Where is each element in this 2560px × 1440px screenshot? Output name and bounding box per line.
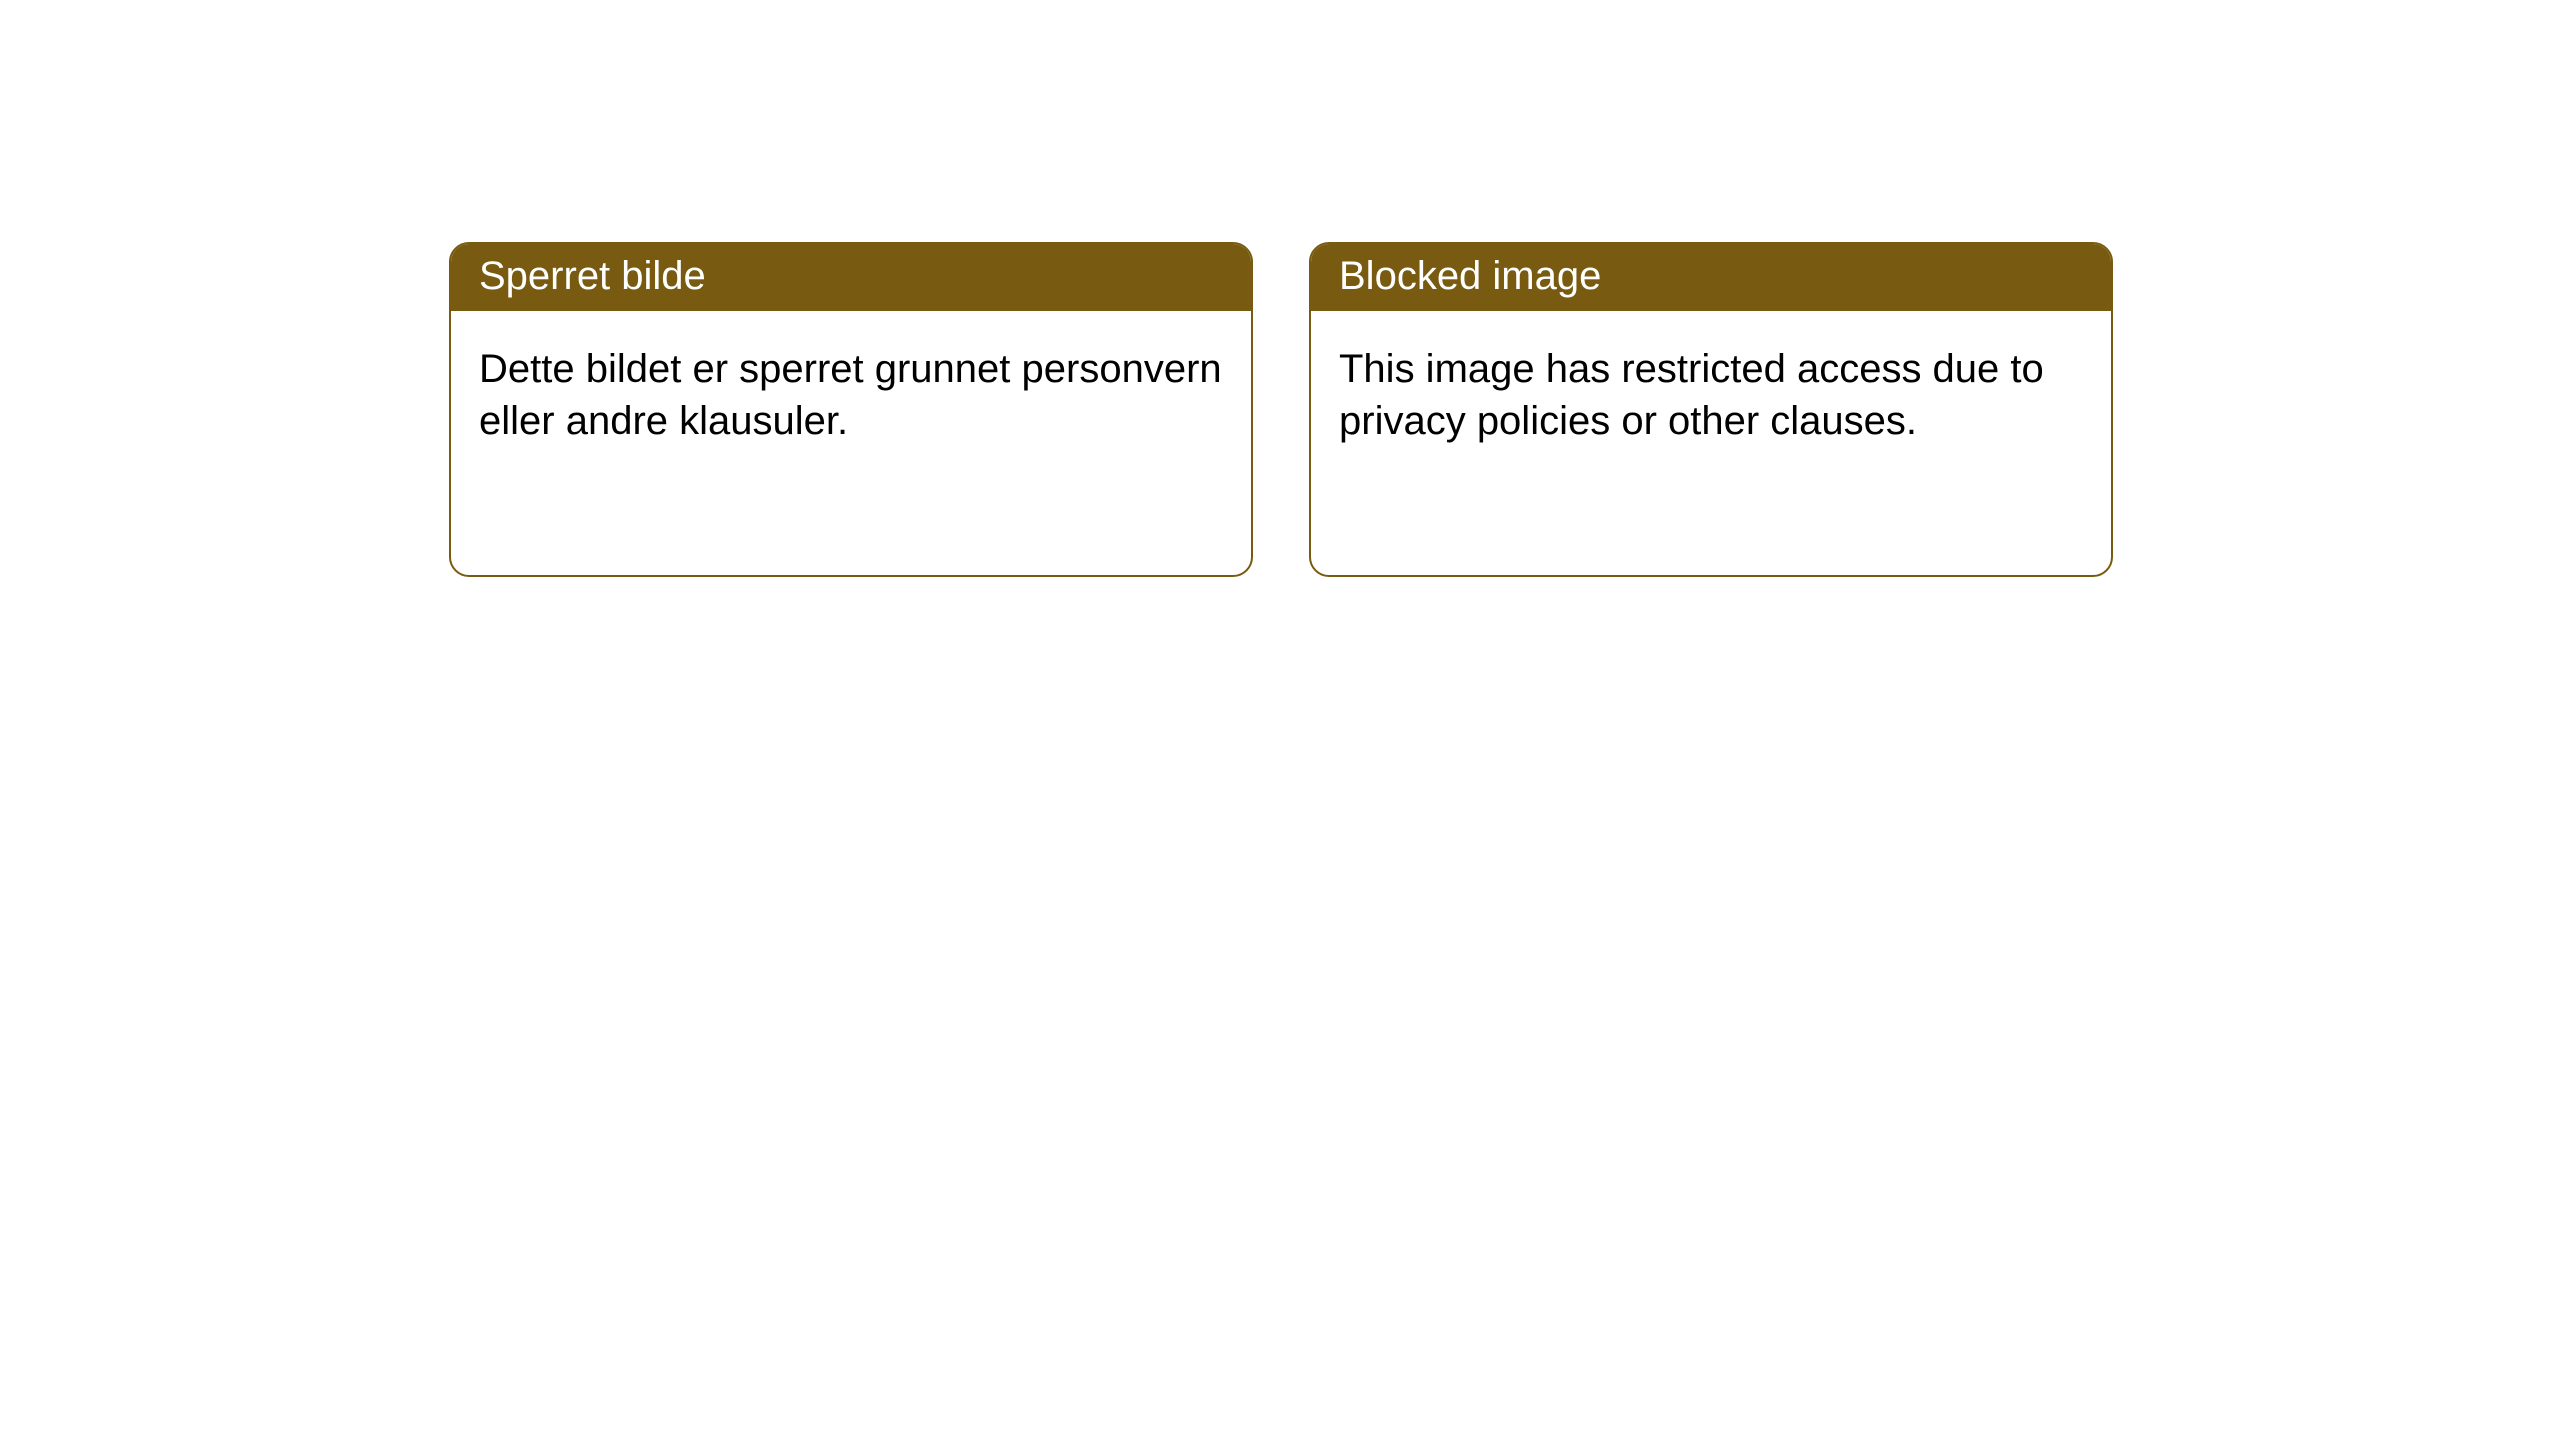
notice-body: Dette bildet er sperret grunnet personve… [451,311,1251,479]
notice-title: Blocked image [1339,254,1601,298]
notice-title: Sperret bilde [479,254,706,298]
notice-body: This image has restricted access due to … [1311,311,2111,479]
notice-card-norwegian: Sperret bilde Dette bildet er sperret gr… [449,242,1253,577]
notice-body-text: Dette bildet er sperret grunnet personve… [479,347,1222,443]
notice-header: Blocked image [1311,244,2111,311]
notice-card-english: Blocked image This image has restricted … [1309,242,2113,577]
notice-container: Sperret bilde Dette bildet er sperret gr… [0,0,2560,577]
notice-header: Sperret bilde [451,244,1251,311]
notice-body-text: This image has restricted access due to … [1339,347,2044,443]
